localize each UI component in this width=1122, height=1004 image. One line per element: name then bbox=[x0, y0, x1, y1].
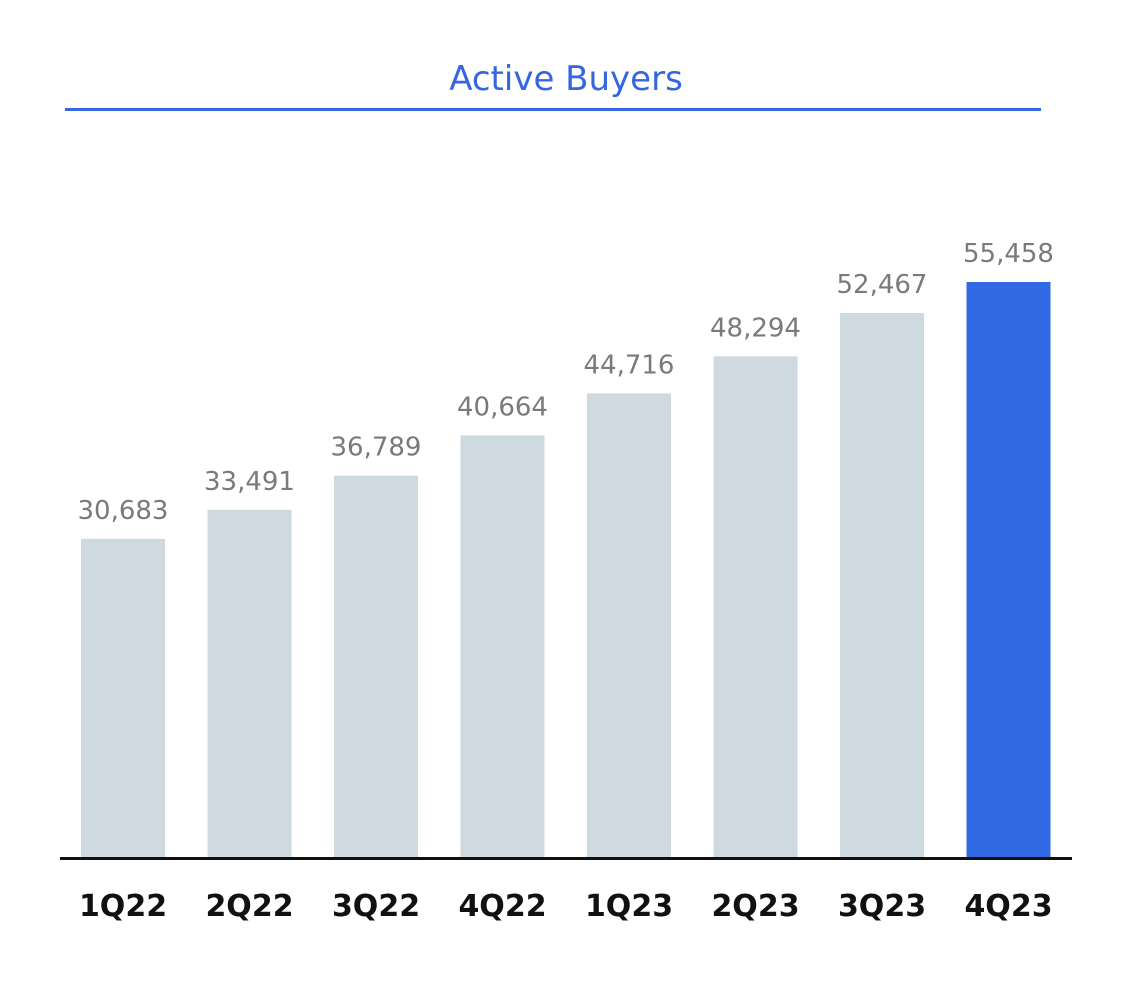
x-tick-label-2q22: 2Q22 bbox=[205, 889, 293, 924]
x-tick-label-2q23: 2Q23 bbox=[711, 889, 799, 924]
bar-3q23 bbox=[840, 313, 924, 857]
value-label-4q22: 40,664 bbox=[457, 392, 548, 422]
bar-4q22 bbox=[460, 435, 545, 857]
bar-group bbox=[81, 282, 1051, 857]
bar-4q23 bbox=[966, 282, 1051, 857]
bar-1q22 bbox=[81, 538, 165, 857]
value-label-1q22: 30,683 bbox=[78, 496, 169, 526]
x-tick-label-group: 1Q22 2Q22 3Q22 4Q22 1Q23 2Q23 3Q23 4Q23 bbox=[79, 889, 1053, 924]
value-label-3q22: 36,789 bbox=[331, 433, 422, 463]
chart-title: Active Buyers bbox=[449, 59, 683, 99]
value-label-3q23: 52,467 bbox=[837, 270, 928, 300]
bar-2q23 bbox=[713, 356, 798, 857]
x-tick-label-1q22: 1Q22 bbox=[79, 889, 167, 924]
x-tick-label-4q22: 4Q22 bbox=[458, 889, 546, 924]
x-tick-label-3q22: 3Q22 bbox=[332, 889, 420, 924]
x-tick-label-1q23: 1Q23 bbox=[585, 889, 673, 924]
bar-2q22 bbox=[207, 509, 292, 857]
bar-3q22 bbox=[334, 475, 418, 857]
value-label-2q23: 48,294 bbox=[710, 313, 801, 343]
value-label-1q23: 44,716 bbox=[584, 350, 675, 380]
x-tick-label-4q23: 4Q23 bbox=[964, 889, 1052, 924]
value-label-2q22: 33,491 bbox=[204, 467, 295, 497]
value-label-group: 30,683 33,491 36,789 40,664 44,716 48,294 52,4… bbox=[78, 239, 1054, 526]
bar-1q23 bbox=[587, 393, 671, 857]
x-tick-label-3q23: 3Q23 bbox=[838, 889, 926, 924]
value-label-4q23: 55,458 bbox=[963, 239, 1054, 269]
